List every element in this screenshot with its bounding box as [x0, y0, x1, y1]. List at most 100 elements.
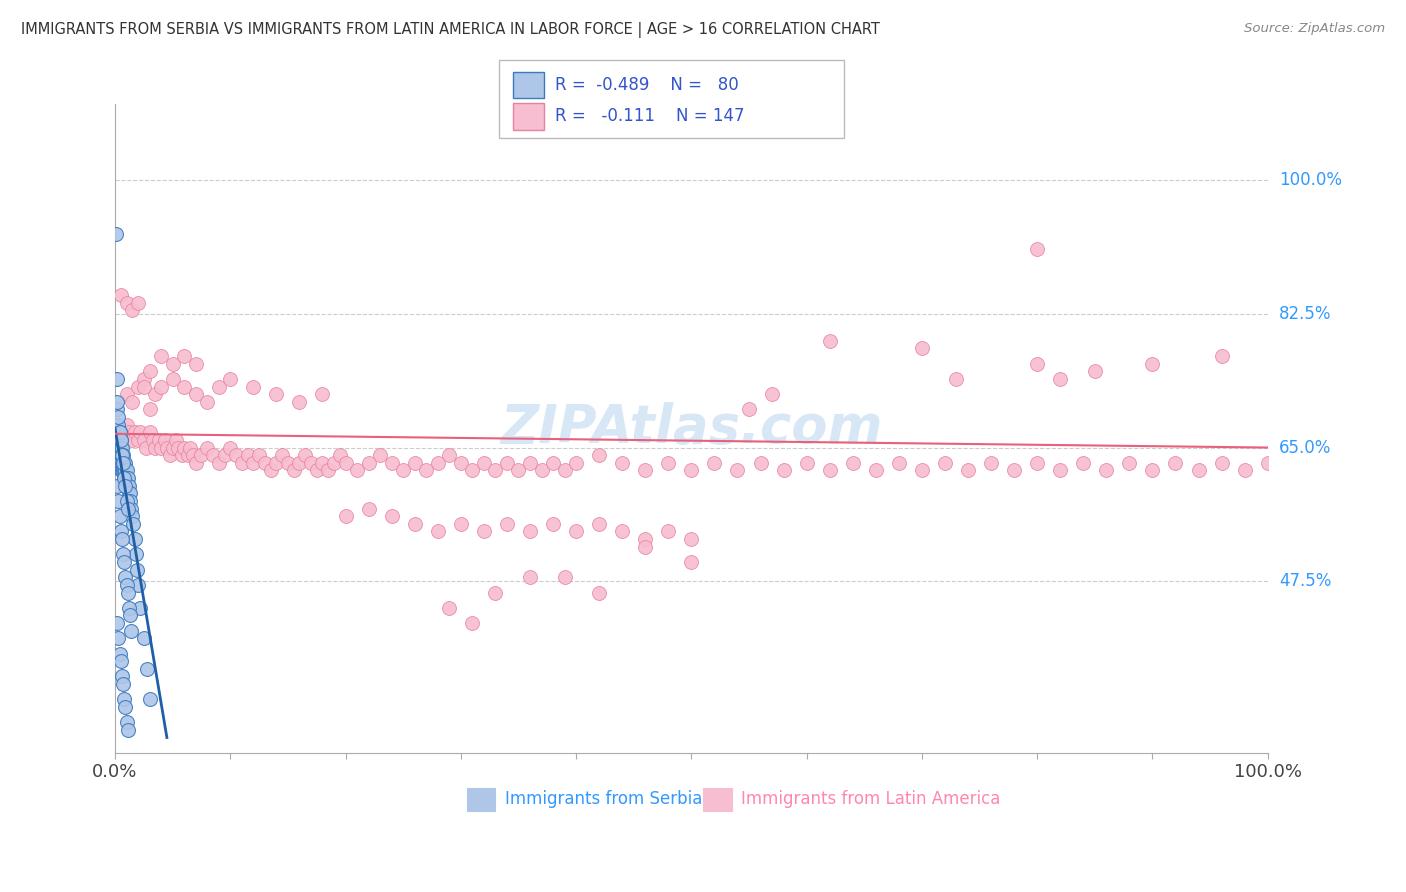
Point [111, 669, 134, 683]
Point [108, 456, 131, 470]
Point [266, 387, 288, 401]
Point [138, 425, 160, 440]
Point [1026, 357, 1049, 371]
Point [110, 288, 132, 302]
Text: 100.0%: 100.0% [1279, 171, 1341, 189]
Point [110, 433, 132, 447]
Point [110, 463, 132, 477]
Point [201, 448, 224, 462]
Point [105, 227, 128, 241]
Point [381, 456, 404, 470]
Text: R =   -0.111    N = 147: R = -0.111 N = 147 [555, 107, 745, 125]
Point [165, 433, 187, 447]
Point [727, 463, 749, 477]
Point [107, 410, 129, 425]
Point [148, 433, 170, 447]
Point [118, 486, 141, 500]
Point [612, 456, 634, 470]
Point [111, 463, 134, 477]
Point [110, 441, 132, 455]
Point [111, 532, 134, 546]
Point [415, 463, 437, 477]
Point [108, 441, 131, 455]
Point [107, 433, 129, 447]
Point [118, 425, 141, 440]
Point [173, 379, 195, 393]
Point [190, 448, 212, 462]
Point [108, 647, 131, 661]
Point [105, 394, 128, 409]
Point [150, 379, 173, 393]
Point [253, 456, 276, 470]
Point [1118, 456, 1140, 470]
Point [208, 456, 231, 470]
Point [176, 448, 198, 462]
Point [247, 448, 270, 462]
Point [450, 516, 472, 531]
Text: Immigrants from Serbia: Immigrants from Serbia [505, 790, 702, 808]
Point [135, 441, 157, 455]
Point [749, 456, 772, 470]
Point [1164, 456, 1187, 470]
Point [117, 471, 139, 485]
Point [865, 463, 887, 477]
Bar [703, 789, 731, 811]
Point [120, 501, 142, 516]
Point [612, 524, 634, 539]
Point [772, 463, 794, 477]
Point [136, 662, 159, 676]
Point [426, 524, 449, 539]
Point [311, 456, 333, 470]
Point [703, 456, 725, 470]
Text: Immigrants from Latin America: Immigrants from Latin America [741, 790, 1000, 808]
Point [121, 303, 143, 318]
Point [108, 448, 131, 462]
Text: 47.5%: 47.5% [1279, 572, 1331, 591]
Point [681, 532, 703, 546]
Point [143, 387, 166, 401]
Point [112, 471, 135, 485]
Point [105, 479, 128, 493]
Point [115, 471, 138, 485]
Point [404, 516, 426, 531]
Point [195, 394, 218, 409]
Point [519, 456, 541, 470]
Point [112, 448, 135, 462]
Point [110, 654, 132, 668]
Point [110, 425, 132, 440]
Point [956, 463, 979, 477]
Point [1142, 463, 1164, 477]
Point [114, 700, 136, 714]
Point [162, 357, 184, 371]
Point [588, 516, 610, 531]
Point [143, 441, 166, 455]
Point [125, 547, 148, 561]
Point [132, 379, 155, 393]
Point [184, 387, 207, 401]
Point [242, 456, 264, 470]
Point [179, 441, 201, 455]
Point [439, 448, 461, 462]
Point [183, 448, 205, 462]
Point [657, 456, 679, 470]
Point [335, 509, 357, 524]
Point [461, 615, 484, 630]
Text: ZIPAtlas.com: ZIPAtlas.com [501, 402, 883, 454]
Point [231, 456, 253, 470]
Point [818, 463, 841, 477]
Point [124, 532, 146, 546]
Point [311, 387, 333, 401]
Point [484, 463, 506, 477]
Point [112, 433, 135, 447]
Point [496, 516, 519, 531]
Point [357, 501, 380, 516]
Point [357, 456, 380, 470]
Point [142, 433, 165, 447]
Point [170, 448, 193, 462]
Point [138, 364, 160, 378]
Point [634, 540, 657, 554]
Point [1187, 463, 1209, 477]
Point [107, 417, 129, 432]
Point [127, 295, 149, 310]
Point [173, 441, 195, 455]
